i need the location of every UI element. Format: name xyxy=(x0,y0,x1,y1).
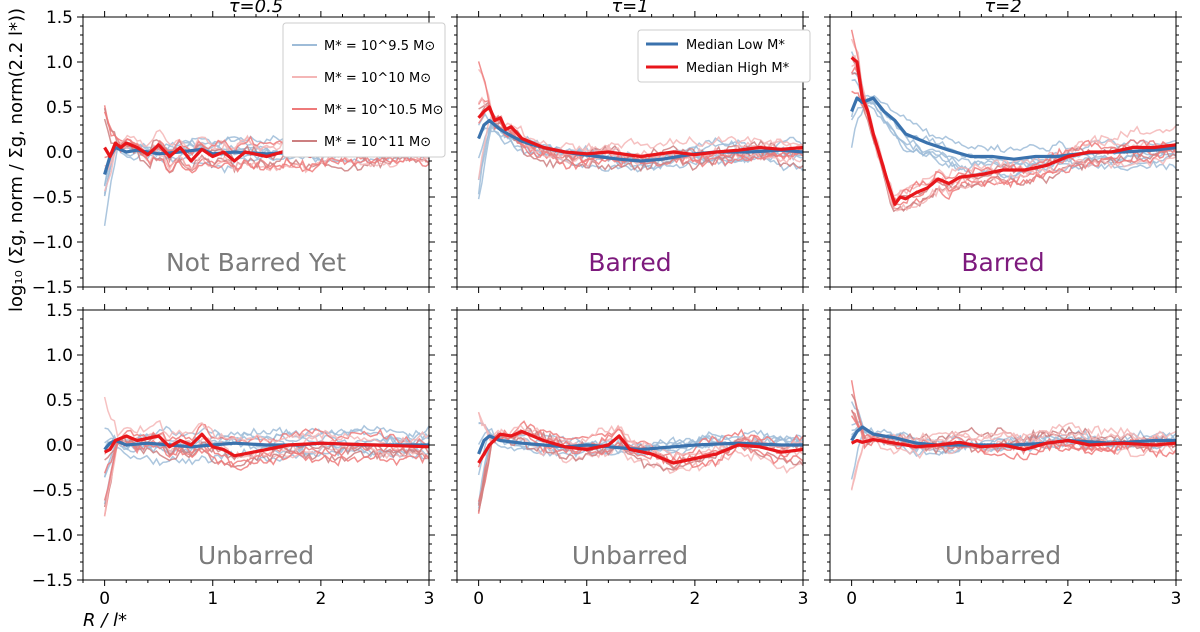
panel-title-tl: τ=0.5 xyxy=(229,0,284,17)
galaxy-curve-tr-5 xyxy=(851,72,1176,179)
plot-area-tm xyxy=(477,61,803,200)
legend-label-median-low: Median Low M* xyxy=(686,38,785,53)
legend-medians: Median Low M* Median High M* xyxy=(637,29,811,83)
x-axis-label: R / l* xyxy=(83,610,127,631)
y-tick-label-tl: −1.5 xyxy=(32,278,73,298)
y-tick-label-bl: 1.5 xyxy=(46,301,73,321)
x-tick-label-br: 2 xyxy=(1062,589,1073,609)
panel-bl: 1.5 1.0 0.5 0.0 −0.5 −1.0 −1.5 0 1 2 3 Unbarred xyxy=(32,301,435,609)
x-tick-label-bm: 1 xyxy=(581,589,592,609)
legend-median-box xyxy=(637,29,811,83)
galaxy-curve-tr-9 xyxy=(851,55,1176,197)
y-tick-label-tl: 0.0 xyxy=(46,143,73,163)
galaxy-curve-tm-6 xyxy=(477,113,803,180)
y-tick-label-bl: −1.5 xyxy=(32,571,73,591)
median-low-line-bm xyxy=(477,434,803,455)
galaxy-curve-tr-12 xyxy=(851,63,1176,212)
x-tick-label-br: 0 xyxy=(846,589,857,609)
median-low-line-br xyxy=(850,425,1176,447)
panel-title-tr: τ=2 xyxy=(984,0,1021,17)
y-tick-label-bl: 1.0 xyxy=(46,346,73,366)
x-tick-label-br: 3 xyxy=(1171,589,1182,609)
panel-status-bm: Unbarred xyxy=(572,541,688,570)
galaxy-curve-br-13 xyxy=(850,415,1176,461)
plot-area-br xyxy=(850,380,1176,491)
y-tick-label-bl: 0.5 xyxy=(46,391,73,411)
panel-tr: τ=2 Barred xyxy=(824,0,1182,293)
legend-label-mass-10: M* = 10^10 M⊙ xyxy=(324,71,431,86)
galaxy-curve-bm-10 xyxy=(477,428,803,514)
legend-entry-median-high: Median High M* xyxy=(646,61,790,76)
plot-area-tr xyxy=(850,29,1176,213)
panel-bm: 0 1 2 3 Unbarred xyxy=(451,304,809,609)
legend-label-median-high: Median High M* xyxy=(686,61,790,76)
y-tick-label-tl: 1.5 xyxy=(46,8,73,28)
y-tick-label-bl: −1.0 xyxy=(32,526,73,546)
galaxy-curve-tm-11 xyxy=(477,104,803,173)
panel-br: 0 1 2 3 Unbarred xyxy=(824,304,1182,609)
galaxy-curve-tr-2 xyxy=(851,78,1176,170)
legend-entry-mass-11: M* = 10^11 M⊙ xyxy=(292,135,431,150)
legend-entry-mass-10: M* = 10^10 M⊙ xyxy=(292,71,431,86)
plot-area-bl xyxy=(103,396,429,517)
galaxy-curve-bm-7 xyxy=(477,420,803,502)
panel-status-bl: Unbarred xyxy=(198,541,314,570)
legend-label-mass-11: M* = 10^11 M⊙ xyxy=(324,135,431,150)
legend-stellar-mass: M* = 10^9.5 M⊙ M* = 10^10 M⊙ M* = 10^10.… xyxy=(282,22,446,158)
y-tick-label-tl: −1.0 xyxy=(32,233,73,253)
galaxy-curve-tl-10 xyxy=(103,105,429,174)
legend-mass-box xyxy=(282,22,446,158)
panel-title-tm: τ=1 xyxy=(611,0,648,17)
panel-status-tl: Not Barred Yet xyxy=(166,248,346,277)
panel-status-br: Unbarred xyxy=(945,541,1061,570)
y-tick-label-bl: 0.0 xyxy=(46,436,73,456)
x-tick-label-bl: 2 xyxy=(315,589,326,609)
median-high-line-br xyxy=(850,438,1176,452)
y-axis-label: log₁₀ (Σg, norm / Σg, norm(2.2 l*)) xyxy=(6,8,27,312)
panels-grid: 1.5 1.0 0.5 0.0 −0.5 −1.0 −1.5 τ=0.5 Not Barred … xyxy=(32,0,1182,609)
galaxy-curve-tr-10 xyxy=(850,29,1176,201)
y-tick-label-tl: 1.0 xyxy=(46,53,73,73)
legend-label-mass-9-5: M* = 10^9.5 M⊙ xyxy=(324,39,435,54)
galaxy-curve-tl-7 xyxy=(104,141,429,173)
x-tick-label-bl: 1 xyxy=(207,589,218,609)
y-tick-label-bl: −0.5 xyxy=(32,481,73,501)
galaxy-curve-bl-12 xyxy=(103,396,429,449)
y-tick-label-tl: −0.5 xyxy=(32,188,73,208)
panel-status-tr: Barred xyxy=(961,248,1044,277)
x-tick-label-bl: 3 xyxy=(424,589,435,609)
median-high-line-tm xyxy=(477,105,803,159)
x-tick-label-bl: 0 xyxy=(99,589,110,609)
median-high-line-bm xyxy=(477,429,803,465)
plot-area-bm xyxy=(477,411,803,514)
y-tick-label-tl: 0.5 xyxy=(46,98,73,118)
legend-entry-median-low: Median Low M* xyxy=(646,38,785,53)
galaxy-curve-tr-8 xyxy=(851,72,1176,203)
galaxy-curve-tr-11 xyxy=(850,57,1176,213)
x-tick-label-br: 1 xyxy=(954,589,965,609)
panel-status-tm: Barred xyxy=(588,248,671,277)
median-high-line-bl xyxy=(103,432,429,458)
galaxy-curve-bl-13 xyxy=(103,438,429,474)
galaxy-curve-tr-13 xyxy=(850,65,1176,208)
x-tick-label-bm: 3 xyxy=(798,589,809,609)
galaxy-curve-bl-0 xyxy=(103,425,429,478)
legend-label-mass-10-5: M* = 10^10.5 M⊙ xyxy=(324,103,444,118)
x-tick-label-bm: 0 xyxy=(473,589,484,609)
x-tick-label-bm: 2 xyxy=(689,589,700,609)
legend-entry-mass-10-5: M* = 10^10.5 M⊙ xyxy=(292,103,444,118)
panel-tm: τ=1 Barred xyxy=(451,0,809,293)
legend-entry-mass-9-5: M* = 10^9.5 M⊙ xyxy=(292,39,435,54)
median-high-line-tr xyxy=(850,56,1176,206)
galaxy-curve-br-12 xyxy=(850,429,1176,491)
